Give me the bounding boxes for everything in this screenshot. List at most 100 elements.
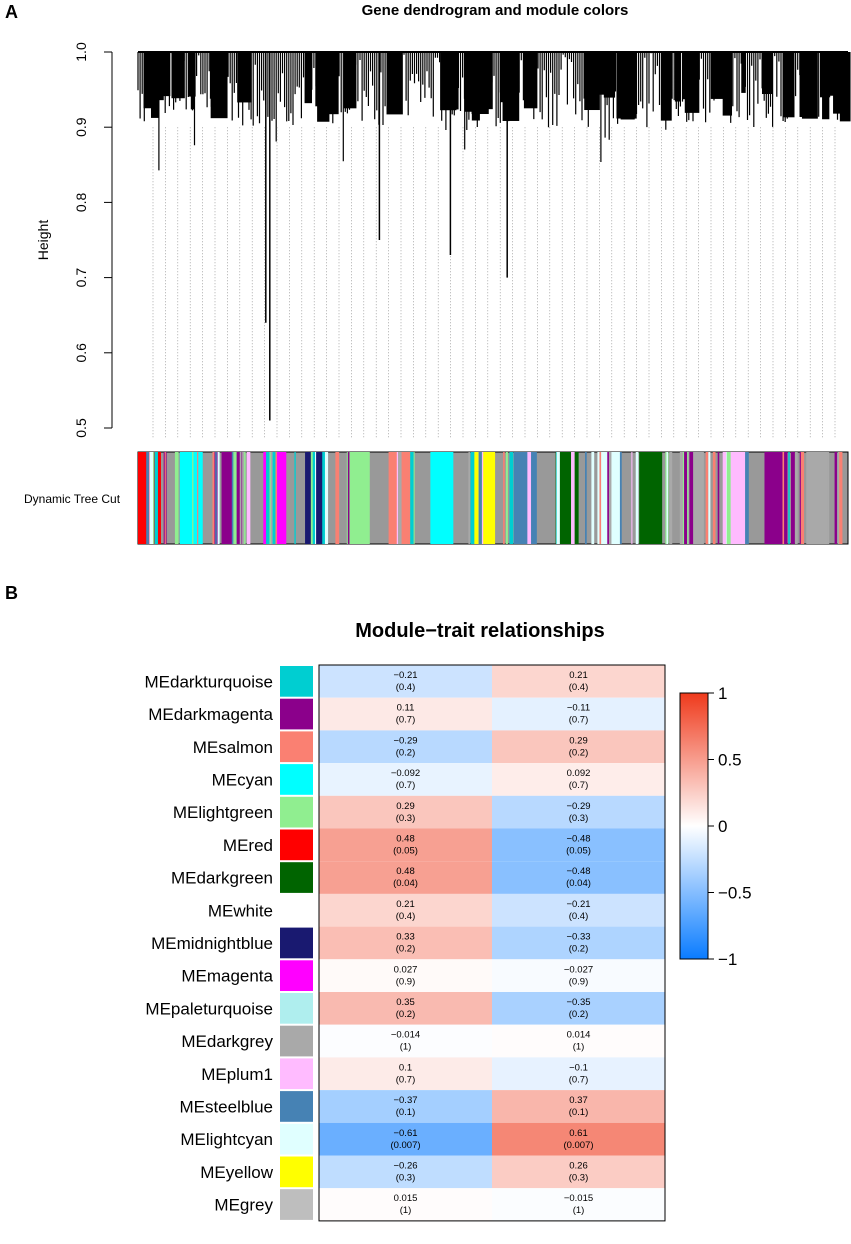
dendrogram-cluster: [386, 52, 403, 115]
dendrogram-cluster: [741, 52, 746, 93]
module-color-stripe: [608, 452, 612, 544]
module-color-stripe: [312, 452, 316, 544]
dendrogram-cluster: [802, 52, 811, 115]
heatmap-cell: [319, 1057, 492, 1091]
cell-correlation: −0.61: [393, 1128, 417, 1139]
module-color-stripe: [149, 452, 154, 544]
module-color-stripe: [684, 452, 688, 544]
module-label: MElightgreen: [173, 803, 273, 822]
cell-pvalue: (0.7): [396, 715, 416, 726]
cell-pvalue: (0.2): [396, 747, 416, 758]
cell-pvalue: (1): [573, 1042, 585, 1053]
cell-correlation: −0.092: [391, 768, 420, 779]
module-color-stripe: [834, 452, 837, 544]
dendrogram-cluster: [304, 52, 313, 104]
module-label: MEyellow: [200, 1163, 273, 1182]
cell-pvalue: (0.04): [393, 878, 418, 889]
cell-correlation: 0.35: [396, 997, 415, 1008]
module-label: MEdarkmagenta: [148, 705, 273, 724]
module-color-segment: [639, 452, 663, 544]
cell-pvalue: (0.9): [396, 976, 416, 987]
heatmap-row: MElightgreen 0.29(0.3)−0.29(0.3): [173, 795, 665, 829]
y-tick-label: 0.6: [73, 343, 89, 363]
heatmap-row: MEdarkmagenta 0.11(0.7)−0.11(0.7): [148, 697, 665, 731]
cell-pvalue: (1): [400, 1205, 412, 1216]
cell-pvalue: (0.1): [569, 1107, 589, 1118]
dendrogram-title: Gene dendrogram and module colors: [361, 2, 629, 19]
dendrogram-cluster: [632, 52, 637, 119]
module-color-stripe: [270, 452, 275, 544]
module-label: MEdarkgrey: [181, 1032, 273, 1051]
heatmap-cell: [492, 828, 665, 862]
dendrogram-cluster: [188, 52, 196, 97]
module-color-stripe: [680, 452, 684, 544]
module-label: MEmagenta: [181, 967, 273, 986]
module-color-swatch: [280, 731, 313, 763]
module-color-stripe: [413, 452, 415, 544]
heatmap-cell: [492, 992, 665, 1025]
heatmap-cell: [319, 763, 492, 796]
module-color-stripe: [635, 452, 639, 544]
module-label: MEsalmon: [193, 738, 273, 757]
cell-correlation: 0.33: [396, 932, 415, 943]
cell-pvalue: (0.3): [396, 813, 416, 824]
heatmap-cell: [319, 665, 492, 698]
cell-pvalue: (0.007): [390, 1140, 420, 1151]
module-color-stripe: [745, 452, 749, 544]
cell-pvalue: (0.7): [569, 780, 589, 791]
module-color-stripe: [839, 452, 843, 544]
dendrogram-cluster: [150, 52, 159, 118]
heatmap-cell: [319, 1090, 492, 1123]
heatmap-cell: [319, 992, 492, 1025]
cell-correlation: −0.48: [566, 834, 590, 845]
heatmap-cell: [492, 861, 665, 894]
dendrogram-cluster: [171, 52, 185, 99]
cell-correlation: 0.21: [569, 670, 588, 681]
module-color-swatch: [280, 1156, 313, 1188]
cell-pvalue: (0.05): [393, 846, 418, 857]
module-color-stripe: [619, 452, 622, 544]
module-color-stripe: [470, 452, 475, 544]
module-color-stripe: [239, 452, 242, 544]
module-color-swatch: [280, 1123, 313, 1155]
heatmap-row: MEpaleturquoise 0.35(0.2)−0.35(0.2): [145, 992, 665, 1025]
module-color-stripe: [294, 452, 296, 544]
module-color-segment: [179, 452, 203, 544]
cell-pvalue: (0.2): [396, 944, 416, 955]
cell-pvalue: (0.2): [396, 1009, 416, 1020]
cell-pvalue: (0.04): [566, 878, 591, 889]
module-color-stripe: [164, 452, 166, 544]
cell-correlation: −0.015: [564, 1193, 593, 1204]
cell-correlation: 0.1: [399, 1062, 412, 1073]
heatmap-cell: [492, 1155, 665, 1189]
module-color-stripe: [669, 452, 673, 544]
module-color-stripe: [705, 452, 709, 544]
module-color-stripe: [478, 452, 482, 544]
module-color-swatch: [280, 666, 313, 697]
module-color-stripe: [154, 452, 158, 544]
heatmap-cell: [492, 1024, 665, 1058]
module-color-stripe: [212, 452, 215, 544]
dendrogram-cluster: [143, 52, 154, 109]
module-color-stripe: [410, 452, 414, 544]
module-color-segment: [806, 452, 830, 544]
heatmap-row: MEdarkgreen 0.48(0.04)−0.48(0.04): [171, 861, 665, 894]
cell-correlation: 0.092: [567, 768, 591, 779]
panel-a-label: A: [5, 2, 18, 22]
cell-correlation: 0.29: [396, 801, 415, 812]
heatmap-row: MEgrey 0.015(1)−0.015(1): [214, 1188, 665, 1221]
heatmap-cell: [492, 795, 665, 829]
cell-pvalue: (0.7): [396, 1074, 416, 1085]
dendrogram-cluster: [323, 52, 339, 115]
module-color-stripe: [231, 452, 234, 544]
cell-correlation: 0.26: [569, 1161, 588, 1172]
module-color-stripe: [347, 452, 350, 544]
cell-correlation: 0.48: [396, 834, 415, 845]
heatmap-border: [318, 664, 666, 1222]
module-color-swatch: [280, 829, 313, 861]
heatmap-row: MElightcyan −0.61(0.007)0.61(0.007): [180, 1122, 665, 1156]
module-label: MEcyan: [212, 770, 273, 789]
module-color-stripe: [788, 452, 790, 544]
cell-pvalue: (0.05): [566, 846, 591, 857]
module-color-swatch: [280, 1058, 313, 1090]
